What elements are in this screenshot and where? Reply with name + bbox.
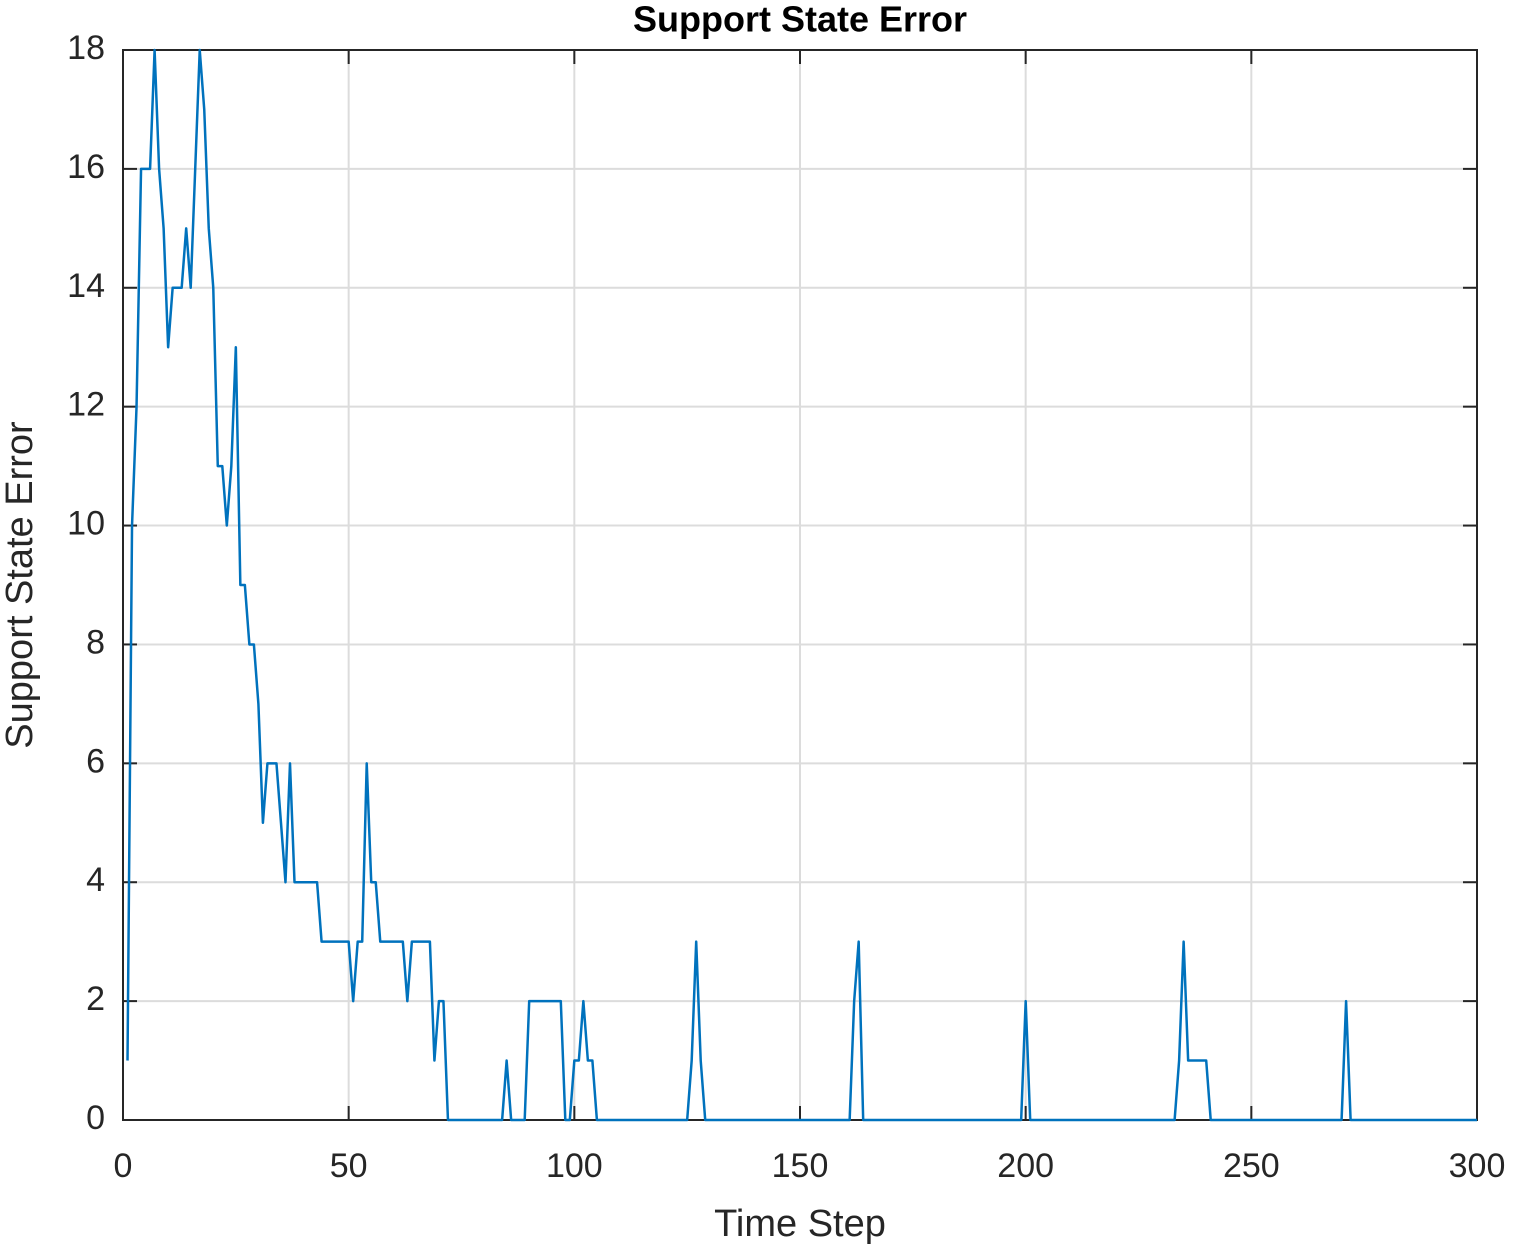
x-tick-label: 300 [1449,1147,1506,1185]
y-tick-label: 6 [86,742,105,780]
x-tick-label: 250 [1223,1147,1280,1185]
chart-title: Support State Error [633,0,967,40]
y-tick-label: 12 [67,386,105,424]
data-line [126,48,1477,1122]
y-tick-label: 10 [67,505,105,543]
x-tick-label: 0 [114,1147,133,1185]
y-tick-label: 16 [67,148,105,186]
x-tick-label: 200 [997,1147,1054,1185]
y-tick-label: 2 [86,980,105,1018]
y-axis-label: Support State Error [0,421,41,749]
y-tick-label: 0 [86,1099,105,1137]
x-tick-label: 50 [330,1147,368,1185]
y-tick-label: 18 [67,29,105,67]
x-tick-label: 150 [772,1147,829,1185]
x-axis-label: Time Step [714,1203,886,1245]
y-tick-label: 4 [86,861,105,899]
x-tick-label: 100 [546,1147,603,1185]
y-tick-label: 14 [67,267,105,305]
y-tick-label: 8 [86,623,105,661]
